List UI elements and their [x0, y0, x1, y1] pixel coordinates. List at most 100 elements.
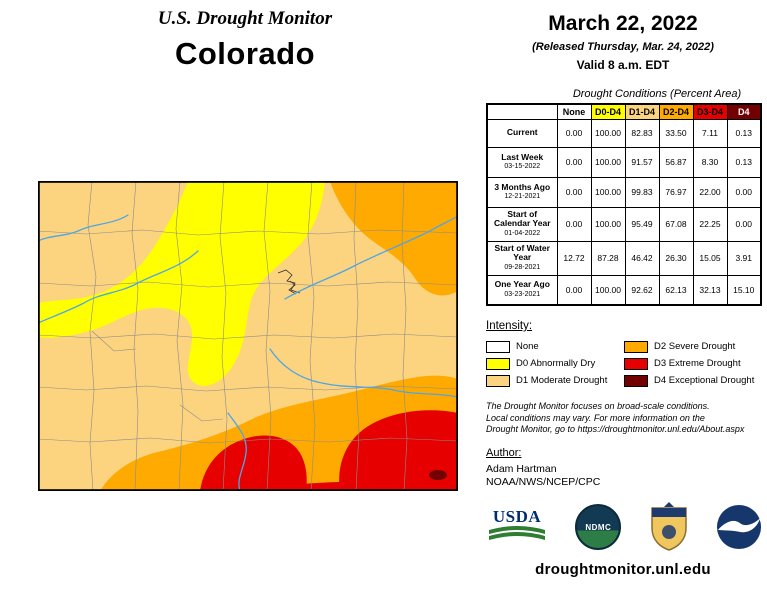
table-cell: 100.00: [590, 146, 626, 178]
table-cell: 62.13: [658, 274, 694, 306]
table-cell: 3.91: [726, 240, 762, 276]
table-cell: 0.00: [556, 274, 592, 306]
table-cell: 15.10: [726, 274, 762, 306]
table-cell: 26.30: [658, 240, 694, 276]
d2-region-northeast: [330, 181, 458, 296]
col-header-d0-d4: D0-D4: [590, 103, 626, 120]
ndmc-logo-text: NDMC: [585, 522, 612, 532]
disclaimer-notes: The Drought Monitor focuses on broad-sca…: [486, 401, 760, 436]
row-label: Current: [486, 118, 558, 148]
colorado-drought-map: [38, 181, 458, 491]
agency-logos: USDA NDMC: [486, 498, 762, 556]
col-header-d4: D4: [726, 103, 762, 120]
row-label: Last Week 03-15-2022: [486, 146, 558, 178]
table-cell: 0.13: [726, 118, 762, 148]
d3-region-south-central: [200, 435, 307, 491]
table-cell: 67.08: [658, 206, 694, 242]
author-title: Author:: [486, 447, 522, 459]
table-cell: 32.13: [692, 274, 728, 306]
disclaimer-line-3: Drought Monitor, go to https://droughtmo…: [486, 424, 745, 435]
legend-column-left: None D0 Abnormally Dry D1 Moderate Droug…: [486, 338, 624, 389]
left-header: U.S. Drought Monitor Colorado: [30, 8, 460, 72]
usda-logo-text: USDA: [492, 507, 542, 526]
d0-region: [38, 181, 325, 386]
table-cell: 100.00: [590, 274, 626, 306]
rivers: [38, 214, 458, 491]
disclaimer-line-1: The Drought Monitor focuses on broad-sca…: [486, 401, 710, 411]
table-cell: 0.00: [556, 206, 592, 242]
legend-item-d0: D0 Abnormally Dry: [486, 355, 624, 372]
table-cell: 100.00: [590, 118, 626, 148]
col-header-d1-d4: D1-D4: [624, 103, 660, 120]
river-rio-grande: [227, 412, 247, 491]
table-cell: 100.00: [590, 206, 626, 242]
row-label: 3 Months Ago 12-21-2021: [486, 176, 558, 208]
table-row-one-year-ago: One Year Ago 03-23-2021 0.00 100.00 92.6…: [486, 274, 762, 306]
col-header-d2-d4: D2-D4: [658, 103, 694, 120]
d3-swatch: [624, 357, 648, 370]
legend-item-d3: D3 Extreme Drought: [624, 355, 762, 372]
d4-swatch: [624, 374, 648, 387]
table-row-last-week: Last Week 03-15-2022 0.00 100.00 91.57 5…: [486, 146, 762, 178]
river-yampa: [38, 214, 129, 242]
row-label: One Year Ago 03-23-2021: [486, 274, 558, 306]
released-date: (Released Thursday, Mar. 24, 2022): [532, 41, 714, 53]
table-cell: 87.28: [590, 240, 626, 276]
county-boundaries: [38, 181, 458, 491]
ndmc-logo: NDMC: [575, 504, 622, 550]
table-cell: 8.30: [692, 146, 728, 178]
table-cell: 0.00: [726, 176, 762, 208]
table-cell: 0.00: [556, 176, 592, 208]
table-cell: 92.62: [624, 274, 660, 306]
table-cell: 15.05: [692, 240, 728, 276]
legend-item-d4: D4 Exceptional Drought: [624, 372, 762, 389]
table-row-current: Current 0.00 100.00 82.83 33.50 7.11 0.1…: [486, 118, 762, 148]
table-cell: 91.57: [624, 146, 660, 178]
d4-region: [429, 470, 447, 480]
table-cell: 12.72: [556, 240, 592, 276]
state-border: [38, 181, 458, 491]
table-cell: 56.87: [658, 146, 694, 178]
state-name: Colorado: [174, 36, 316, 71]
river-south-platte: [284, 216, 457, 300]
table-cell: 82.83: [624, 118, 660, 148]
report-date: March 22, 2022: [548, 12, 698, 35]
table-row-start-calendar-year: Start of Calendar Year 01-04-2022 0.00 1…: [486, 206, 762, 242]
author-organization: NOAA/NWS/NCEP/CPC: [486, 476, 601, 488]
legend-column-right: D2 Severe Drought D3 Extreme Drought D4 …: [624, 338, 762, 389]
table-cell: 0.00: [556, 146, 592, 178]
report-title: U.S. Drought Monitor: [157, 8, 333, 29]
valid-time: Valid 8 a.m. EDT: [576, 58, 670, 72]
table-cell: 0.00: [726, 206, 762, 242]
table-cell: 95.49: [624, 206, 660, 242]
usda-swoosh-icon: [489, 526, 545, 540]
author-name: Adam Hartman: [486, 463, 557, 475]
row-label: Start of Water Year 09-28-2021: [486, 240, 558, 276]
table-corner-cell: [486, 103, 558, 120]
drought-conditions-table: None D0-D4 D1-D4 D2-D4 D3-D4 D4 Current …: [486, 103, 762, 306]
d1-swatch: [486, 374, 510, 387]
drought-monitor-url[interactable]: droughtmonitor.unl.edu: [535, 561, 711, 578]
legend-item-d2: D2 Severe Drought: [624, 338, 762, 355]
commerce-shield-logo: [650, 502, 687, 551]
table-cell: 0.00: [556, 118, 592, 148]
table-cell: 0.13: [726, 146, 762, 178]
river-arkansas: [269, 348, 458, 398]
intensity-title: Intensity:: [486, 320, 533, 332]
table-cell: 7.11: [692, 118, 728, 148]
drought-map-svg: [38, 181, 458, 491]
usda-logo: USDA: [486, 508, 548, 546]
table-cell: 22.00: [692, 176, 728, 208]
d0-swatch: [486, 357, 510, 370]
legend-item-none: None: [486, 338, 624, 355]
noaa-logo: [716, 504, 762, 550]
table-cell: 33.50: [658, 118, 694, 148]
table-cell: 76.97: [658, 176, 694, 208]
table-cell: 46.42: [624, 240, 660, 276]
table-caption: Drought Conditions (Percent Area): [572, 88, 742, 100]
legend-item-d1: D1 Moderate Drought: [486, 372, 624, 389]
table-row-3-months-ago: 3 Months Ago 12-21-2021 0.00 100.00 99.8…: [486, 176, 762, 208]
table-row-start-water-year: Start of Water Year 09-28-2021 12.72 87.…: [486, 240, 762, 276]
none-swatch: [486, 340, 510, 353]
